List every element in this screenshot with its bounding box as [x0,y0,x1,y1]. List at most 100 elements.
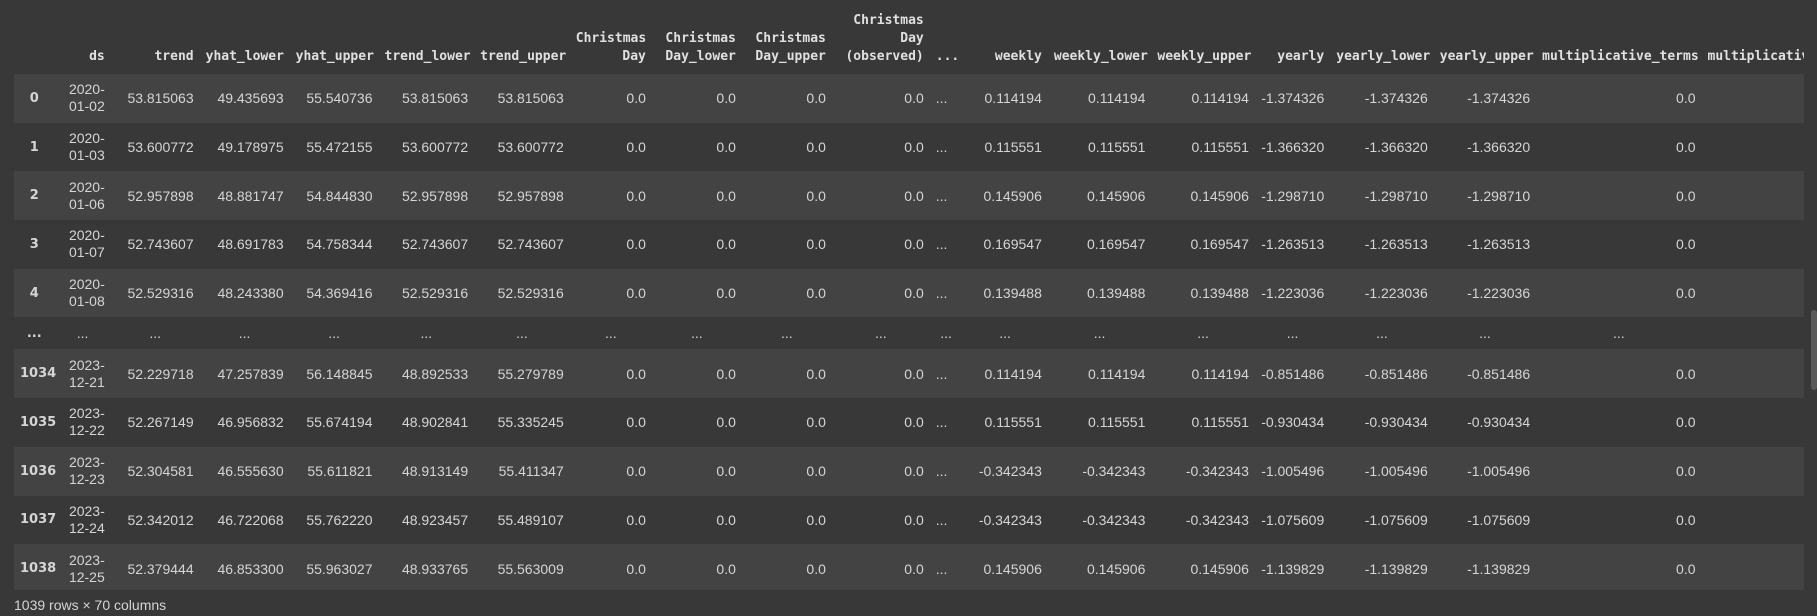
table-cell [1702,447,1805,496]
table-cell [1702,269,1805,318]
table-cell: 52.529316 [401,285,469,302]
table-cell: 55.611821 [307,463,373,480]
table-cell: -0.342343 [1185,511,1249,528]
table-cell: ... [1197,325,1209,342]
table-cell: 0.114194 [984,365,1042,382]
table-cell: 0.114194 [1088,365,1146,382]
table-cell: 0.0 [626,414,646,431]
row-index: 1 [29,139,39,155]
table-cell: -1.139829 [1467,560,1531,577]
table-row: 1 2020-01-03 53.600772 49.178975 55.472155 53… [14,122,1804,172]
table-cell: ... [149,325,162,342]
table-cell: 52.957898 [401,187,469,204]
table-cell: 0.0 [904,187,924,204]
table-cell: 0.0 [806,236,826,253]
table-cell: ... [781,325,793,342]
date-cell: ... [76,324,89,341]
table-cell: ... [935,511,948,528]
column-header: weekly_lower [1053,49,1148,64]
dataframe-output: ds trend yhat_lower yhat_upper trend_lower tr… [14,0,1804,590]
column-header: multiplicative_terms [1542,49,1699,64]
table-cell: ... [935,139,948,156]
table-cell: -1.005496 [1364,463,1428,480]
table-cell: 0.139488 [1086,285,1146,302]
table-cell: 0.115551 [984,414,1042,431]
date-cell: 2020-01-06 [68,178,105,212]
table-cell: -1.139829 [1261,560,1325,577]
table-cell: -0.851486 [1467,365,1531,382]
table-cell: 0.0 [716,463,736,480]
table-cell: -1.374326 [1364,90,1428,107]
table-cell: -1.374326 [1261,90,1325,107]
table-cell: 0.114194 [1088,90,1146,107]
table-cell: 52.379444 [127,560,194,577]
table-cell: 0.0 [904,90,924,107]
table-cell: -0.930434 [1467,414,1531,431]
table-cell: 0.0 [716,236,736,253]
table-cell: 46.722068 [217,511,284,528]
table-cell: 52.743607 [401,236,469,253]
table-cell: ... [1479,325,1491,342]
table-cell: 0.169547 [983,236,1042,253]
table-cell: 0.0 [1676,511,1696,528]
table-cell: 0.145906 [983,560,1042,577]
date-cell: 2020-01-03 [68,130,105,164]
column-header: ... [935,49,960,64]
table-cell: 0.0 [1676,560,1696,577]
table-cell: 48.913149 [401,463,469,480]
table-cell: 55.563009 [497,560,564,577]
table-cell [1702,496,1805,545]
row-index: 3 [29,236,39,252]
table-cell: -1.263513 [1467,236,1531,253]
table-cell: 52.957898 [497,187,564,204]
table-cell: 0.0 [806,187,826,204]
table-cell: 0.0 [806,365,826,382]
table-cell: 55.279789 [497,365,564,382]
table-body: 0 2020-01-02 53.815063 49.435693 55.540736 53… [14,74,1804,590]
table-cell: ... [935,236,948,253]
date-cell: 2023-12-25 [68,551,105,585]
table-cell: -1.223036 [1364,285,1428,302]
column-header: trend_lower [384,49,471,64]
table-cell: 48.691783 [217,236,284,253]
table-cell: 0.0 [626,90,646,107]
table-row: 2 2020-01-06 52.957898 48.881747 54.844830 52… [14,171,1804,221]
table-cell: ... [238,325,251,342]
dataframe-shape-label: 1039 rows × 70 columns [14,597,167,613]
table-cell: ... [935,90,948,107]
vertical-scrollbar[interactable] [1811,310,1817,390]
row-index: 1035 [20,414,57,430]
table-cell: 48.892533 [401,365,469,382]
table-cell: -1.005496 [1261,463,1325,480]
table-cell: -1.366320 [1364,139,1428,156]
table-cell: 0.145906 [1190,187,1249,204]
table-cell: 49.178975 [217,139,284,156]
table-cell: -1.075609 [1261,511,1325,528]
table-cell: ... [420,325,433,342]
table-row: 0 2020-01-02 53.815063 49.435693 55.540736 53… [14,74,1804,123]
table-cell: -0.342343 [978,463,1042,480]
column-header: yhat_upper [295,49,374,64]
table-cell: 52.529316 [497,285,564,302]
table-cell: -1.298710 [1364,187,1428,204]
row-index: ... [26,325,42,341]
table-cell: 0.0 [1676,187,1696,204]
table-cell: 0.0 [1676,365,1696,382]
table-cell: ... [1093,325,1106,342]
table-cell: -0.851486 [1261,365,1325,382]
row-index: 1037 [20,512,57,528]
row-index: 1038 [20,561,57,577]
table-cell: 0.0 [806,414,826,431]
table-cell: 48.881747 [217,187,284,204]
table-cell [1702,349,1805,398]
table-cell: -1.366320 [1467,139,1531,156]
table-cell: 0.0 [806,511,826,528]
table-cell: ... [935,414,948,431]
table-cell: 53.815063 [497,90,564,107]
column-header: yhat_lower [205,49,284,64]
table-cell: 52.957898 [127,187,194,204]
table-cell: -1.139829 [1364,560,1428,577]
table-cell: 0.0 [626,236,646,253]
table-cell: 55.335245 [497,414,564,431]
table-cell: 53.815063 [401,90,469,107]
